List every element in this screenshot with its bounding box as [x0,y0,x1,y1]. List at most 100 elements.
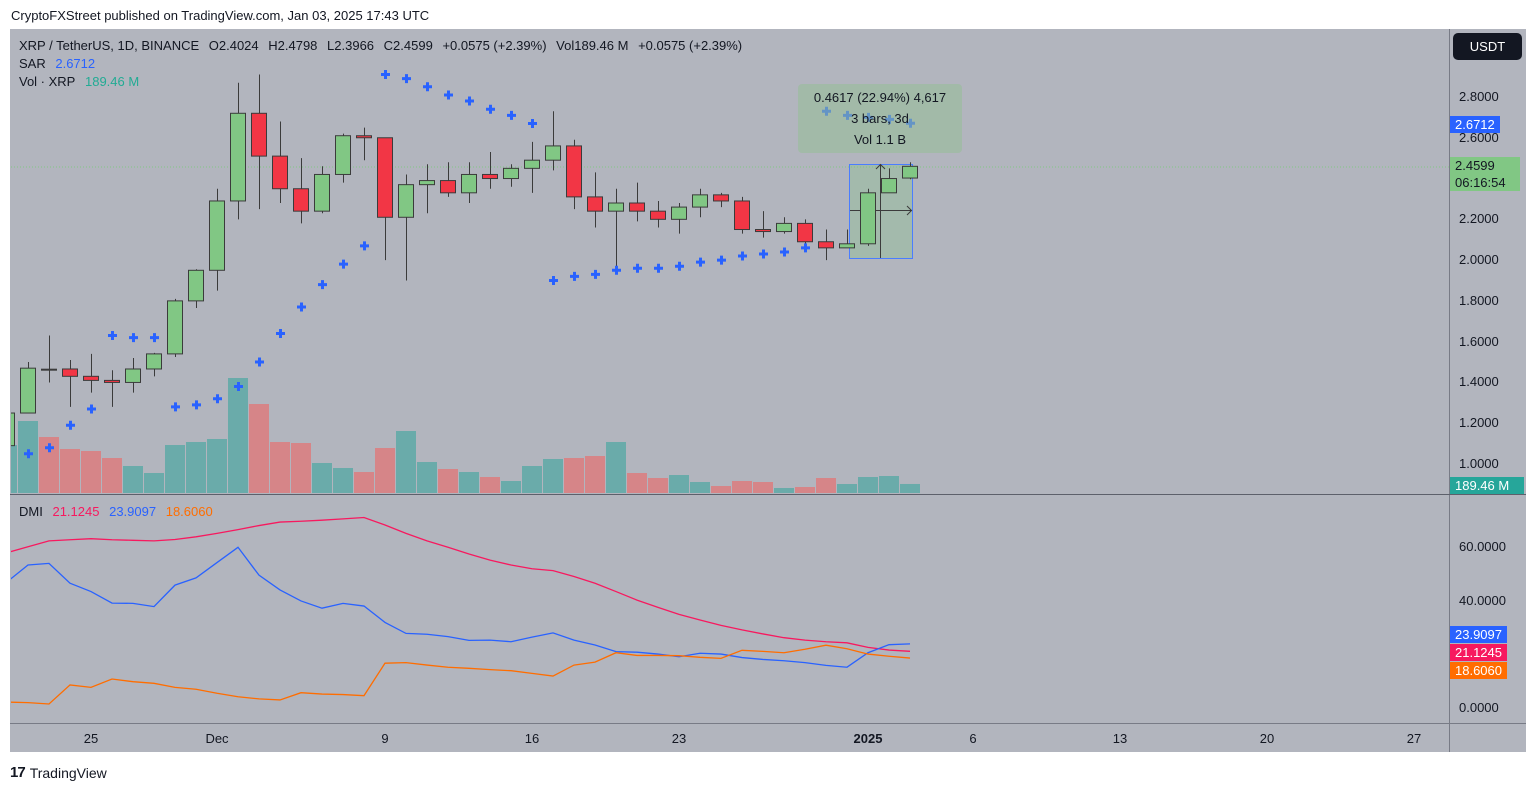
ohlc-low: L2.3966 [327,38,375,53]
candle-body [503,167,519,180]
volume-bar [417,462,437,493]
candle-body [440,180,456,194]
volume-bar [354,472,374,493]
dmi-plus-di-line [11,546,911,668]
candle-body [146,353,162,370]
candle-body [566,145,582,198]
sar-dot [171,402,180,412]
volume-bar [732,481,752,493]
sar-dot [423,82,432,92]
volume-bar [165,445,185,493]
volume-bar [774,488,794,493]
candle-body [608,202,624,212]
sar-dot [654,263,663,273]
volume-bar [795,487,815,493]
candle-body [692,194,708,208]
sar-dot [801,243,810,253]
candle-body [419,180,435,186]
dmi-adx-line [11,516,911,652]
bar-countdown: 06:16:54 [1455,175,1506,190]
sar-dot [738,251,747,261]
measure-bars: 3 bars, 3d [851,111,909,126]
dmi-minus-di-line [11,644,911,705]
time-tick-label: 9 [381,731,389,746]
symbol-legend[interactable]: XRP / TetherUS, 1D, BINANCE O2.4024 H2.4… [19,38,748,53]
sar-price-tag: 2.6712 [1450,116,1500,133]
symbol-name[interactable]: XRP / TetherUS, 1D, BINANCE [19,38,200,53]
dmi-lines [11,516,911,705]
candle-body [188,269,204,302]
sar-dot [486,104,495,114]
sar-dot [360,241,369,251]
candle-body [587,196,603,212]
volume-bar [543,459,563,493]
volume-bars [11,378,920,493]
volume-bar [627,473,647,493]
volume-bar [585,456,605,493]
candle-body [62,368,78,377]
measure-change: 0.4617 (22.94%) 4,617 [813,90,947,105]
ohlc-close: C2.4599 [383,38,433,53]
dmi-tick-label: 60.0000 [1459,539,1506,555]
sar-dot [339,259,348,269]
volume-bar [438,469,458,493]
volume-legend[interactable]: Vol · XRP 189.46 M [19,74,145,89]
volume-bar [690,482,710,493]
sar-dot [255,357,264,367]
sar-legend[interactable]: SAR 2.6712 [19,56,101,71]
candle-body [671,206,687,220]
candle-body [650,210,666,220]
candle-body [125,368,141,383]
volume-bar [228,378,248,493]
price-tick-label: 2.2000 [1459,211,1499,227]
volume-bar [669,475,689,493]
sar-dot [402,74,411,84]
price-tick-label: 2.0000 [1459,252,1499,268]
sar-dot [633,263,642,273]
volume-bar [501,481,521,493]
candle-body [11,412,15,447]
sar-dot [66,420,75,430]
time-tick-label: 16 [524,731,540,746]
candle-body [41,368,57,371]
volume-bar [312,463,332,493]
sar-dot [465,96,474,106]
time-tick-label: 27 [1406,731,1422,746]
sar-dot [780,247,789,257]
time-tick-label: 13 [1112,731,1128,746]
candle-body [818,241,834,249]
sar-dot [24,449,33,459]
dmi-plus-value: 23.9097 [109,504,157,519]
dmi-label: DMI [19,504,43,519]
volume-bar [480,477,500,493]
dmi-adx-value: 21.1245 [52,504,100,519]
time-tick-label: Dec [205,731,229,746]
volume-bar [837,484,857,493]
candle-body [272,155,288,190]
sar-dot [444,90,453,100]
candle-body [20,367,36,414]
volume-tag: 189.46 M [1450,477,1524,494]
dmi-legend[interactable]: DMI 21.1245 23.9097 18.6060 [19,504,219,519]
sar-dot [213,394,222,404]
candle-body [209,200,225,271]
candle-body [251,112,267,157]
sar-dot [318,280,327,290]
volume-bar [123,466,143,493]
time-tick-label: 20 [1259,731,1275,746]
volume-bar [11,445,17,493]
candle-body [902,165,918,179]
price-tick-label: 1.4000 [1459,374,1499,390]
candle-body [629,202,645,212]
candle-body [167,300,183,355]
dmi-tick-label: 40.0000 [1459,592,1506,608]
tradingview-logo[interactable]: 17 TradingView [10,764,107,781]
sar-dot [759,249,768,259]
candle-body [377,137,393,218]
sar-dot [612,265,621,275]
currency-button[interactable]: USDT [1453,33,1522,60]
volume-bar [564,458,584,493]
volume-bar [648,478,668,493]
volume-bar [39,437,59,493]
